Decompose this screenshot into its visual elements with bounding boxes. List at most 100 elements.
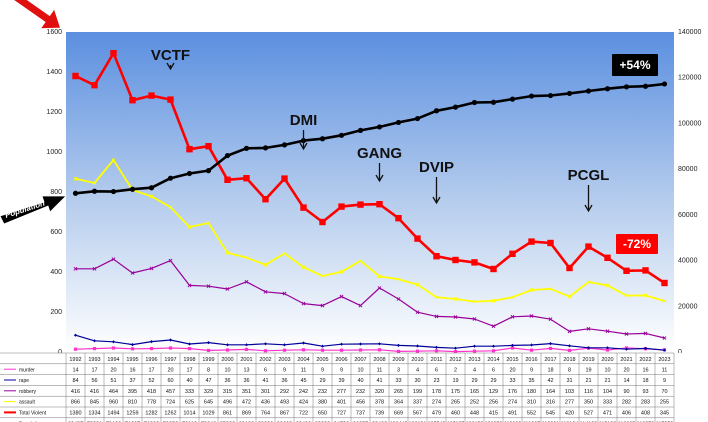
annotation-vctf: VCTF (151, 47, 190, 64)
table-cell: 14 (623, 378, 629, 384)
table-cell: 869 (242, 411, 251, 417)
data-point-assault (339, 269, 344, 274)
data-point-robbery (130, 271, 135, 275)
table-cell: 1334 (88, 411, 100, 417)
table-cell: 164 (546, 389, 555, 395)
data-point-population (205, 168, 212, 174)
table-cell: 333 (185, 389, 194, 395)
data-point-assault (168, 205, 173, 210)
table-cell: 1380 (69, 411, 81, 417)
series-line-total-violent (74, 51, 666, 285)
table-year-2015: 2015 (506, 357, 518, 363)
annotation-arrowhead-dvip (432, 196, 441, 205)
data-point-murder (510, 346, 515, 350)
table-cell: 861 (223, 411, 232, 417)
annotation-arrowhead-vctf (166, 62, 175, 71)
data-point-population (585, 88, 592, 94)
data-point-total-violent (395, 215, 402, 222)
data-point-robbery (396, 297, 401, 301)
data-point-assault (548, 286, 553, 291)
table-cell: 33 (509, 378, 515, 384)
data-point-robbery (472, 317, 477, 321)
data-point-murder (282, 348, 287, 352)
table-cell: 45 (300, 378, 306, 384)
table-cell: 165 (470, 389, 479, 395)
left-axis-tick: 1600 (46, 29, 62, 36)
data-point-total-violent (414, 235, 421, 242)
data-point-murder (377, 348, 382, 352)
data-point-assault (510, 295, 515, 300)
table-cell: 4 (473, 367, 476, 373)
left-axis-tick: 200 (50, 309, 62, 316)
right-axis-tick: 0 (678, 349, 682, 356)
data-point-rape (415, 344, 420, 348)
table-year-2001: 2001 (240, 357, 252, 363)
data-point-murder (529, 348, 534, 352)
table-cell: 84 (72, 378, 78, 384)
table-cell: 739 (375, 411, 384, 417)
table-cell: 333 (603, 400, 612, 406)
data-point-murder (244, 347, 249, 351)
table-year-2014: 2014 (487, 357, 499, 363)
series-line-assault (75, 159, 665, 303)
data-point-population (91, 188, 98, 194)
data-point-rape (624, 347, 629, 351)
table-cell: 11 (377, 367, 383, 373)
table-year-2013: 2013 (468, 357, 480, 363)
table-cell: 9 (663, 378, 666, 384)
table-cell: 129 (489, 389, 498, 395)
data-point-robbery (187, 283, 192, 288)
data-point-population (262, 145, 269, 151)
table-cell: 292 (280, 389, 289, 395)
badge-box-1 (616, 234, 658, 254)
data-point-population (129, 186, 136, 192)
table-cell: 36 (243, 378, 249, 384)
table-cell: 378 (375, 400, 384, 406)
data-point-murder (263, 349, 268, 353)
data-point-total-violent (585, 243, 592, 250)
table-year-2008: 2008 (373, 357, 385, 363)
data-point-assault (320, 274, 325, 278)
data-point-robbery (282, 291, 287, 296)
table-cell: 416 (71, 389, 80, 395)
table-cell: 1262 (164, 411, 176, 417)
table-cell: 9 (340, 367, 343, 373)
data-point-robbery (339, 294, 344, 299)
table-cell: 464 (109, 389, 118, 395)
data-point-rape (491, 344, 496, 348)
table-cell: 104 (603, 389, 612, 395)
table-cell: 176 (508, 389, 517, 395)
table-cell: 47 (205, 378, 211, 384)
data-point-rape (244, 343, 249, 347)
table-year-1995: 1995 (126, 357, 138, 363)
data-point-rape (434, 345, 439, 349)
data-point-assault (358, 258, 363, 263)
table-cell: 90 (623, 389, 629, 395)
data-point-assault (662, 299, 667, 303)
data-point-rape (377, 342, 382, 346)
table-cell: 329 (204, 389, 213, 395)
data-point-assault (206, 221, 211, 225)
table-cell: 232 (318, 389, 327, 395)
table-year-2002: 2002 (259, 357, 271, 363)
table-cell: 33 (395, 378, 401, 384)
table-year-2022: 2022 (639, 357, 651, 363)
data-point-murder (187, 347, 192, 351)
table-cell: 778 (147, 400, 156, 406)
table-cell: 21 (585, 378, 591, 384)
table-cell: 491 (508, 411, 517, 417)
right-axis-tick: 40000 (678, 258, 698, 265)
annotation-arrowhead-pcgl (584, 204, 593, 213)
data-point-assault (282, 251, 287, 256)
data-point-assault (453, 297, 458, 301)
data-point-population (319, 136, 326, 142)
data-point-rape (320, 344, 325, 348)
table-year-2003: 2003 (278, 357, 290, 363)
annotation-dmi: DMI (290, 112, 318, 129)
table-cell: 52 (148, 378, 154, 384)
data-point-rape (130, 343, 135, 347)
table-cell: 6 (264, 367, 267, 373)
data-point-robbery (605, 329, 610, 334)
table-cell: 11 (662, 367, 668, 373)
